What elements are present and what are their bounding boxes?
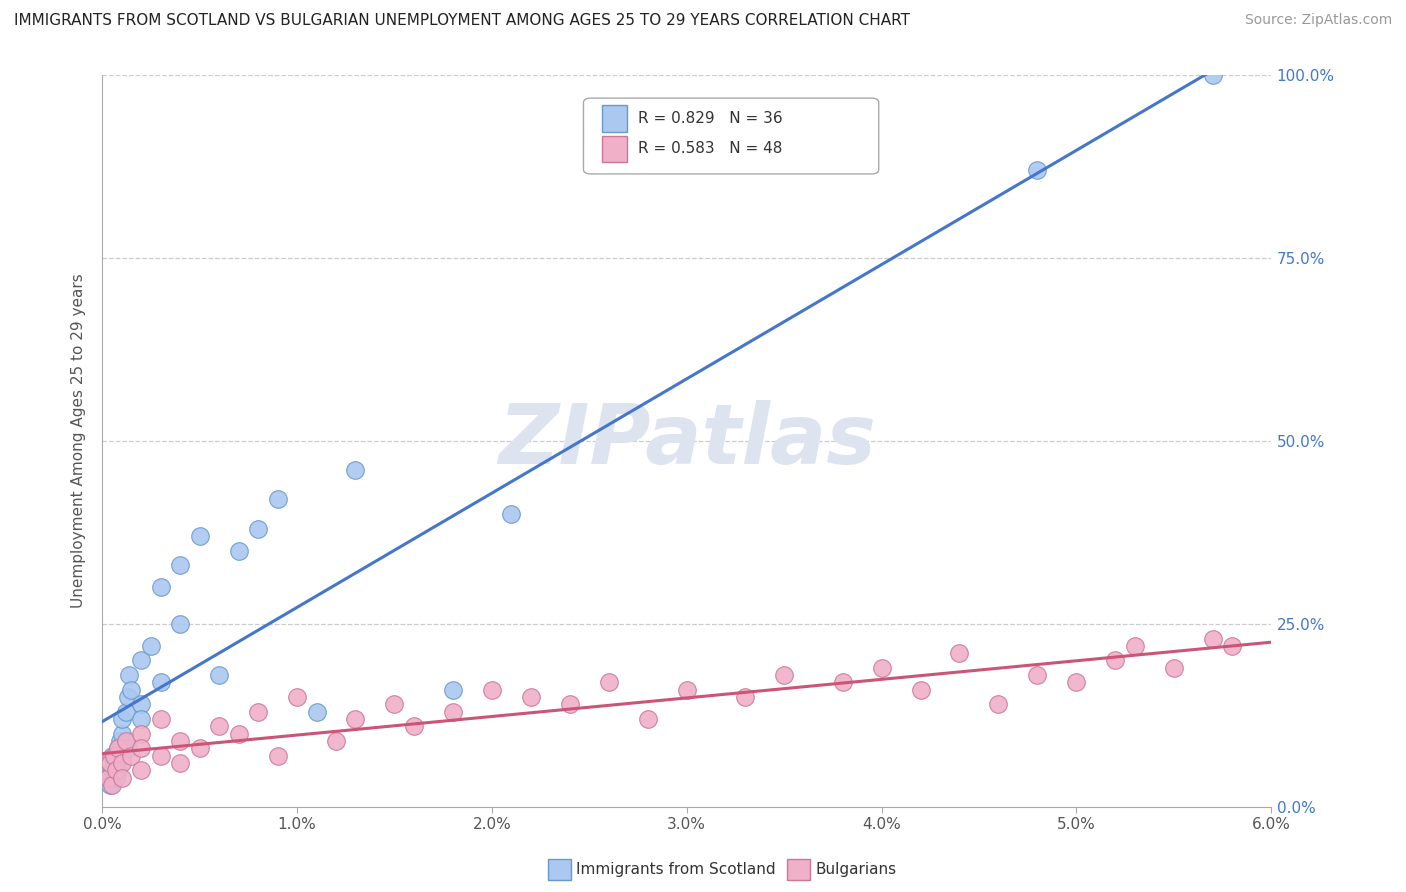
Text: IMMIGRANTS FROM SCOTLAND VS BULGARIAN UNEMPLOYMENT AMONG AGES 25 TO 29 YEARS COR: IMMIGRANTS FROM SCOTLAND VS BULGARIAN UN… [14, 13, 910, 29]
Point [910, 682, 932, 697]
Point [169, 734, 191, 748]
Point [285, 690, 308, 705]
Text: R = 0.583   N = 48: R = 0.583 N = 48 [638, 142, 783, 156]
Point [208, 668, 231, 682]
Point [111, 756, 134, 770]
Text: Immigrants from Scotland: Immigrants from Scotland [576, 863, 776, 877]
Point [98, 756, 121, 770]
Point [1220, 639, 1243, 653]
Point [228, 727, 250, 741]
Point [169, 558, 191, 573]
Point [266, 492, 288, 507]
Point [266, 748, 288, 763]
Point [247, 705, 270, 719]
Point [1202, 68, 1225, 82]
Point [1026, 162, 1049, 177]
Point [305, 705, 328, 719]
Point [402, 719, 425, 733]
Point [441, 682, 464, 697]
Point [675, 682, 697, 697]
Point [107, 741, 129, 756]
Point [169, 756, 191, 770]
Point [103, 756, 125, 770]
Text: ZIPatlas: ZIPatlas [498, 401, 876, 482]
Point [773, 668, 796, 682]
Point [104, 764, 127, 778]
Point [188, 529, 211, 543]
Point [188, 741, 211, 756]
Point [107, 764, 129, 778]
Text: Bulgarians: Bulgarians [815, 863, 897, 877]
Point [118, 668, 141, 682]
Point [97, 771, 120, 785]
Point [481, 682, 503, 697]
Point [129, 727, 152, 741]
Point [831, 675, 853, 690]
Point [149, 580, 172, 594]
Point [441, 705, 464, 719]
Point [120, 682, 142, 697]
Point [129, 698, 152, 712]
Point [117, 690, 139, 705]
Point [987, 698, 1010, 712]
Point [520, 690, 543, 705]
Point [558, 698, 581, 712]
Point [325, 734, 347, 748]
Point [117, 741, 139, 756]
Point [129, 712, 152, 726]
Point [101, 778, 124, 792]
Point [129, 764, 152, 778]
Point [101, 748, 124, 763]
Point [111, 727, 134, 741]
Point [149, 748, 172, 763]
Point [247, 522, 270, 536]
Point [120, 748, 142, 763]
Point [1104, 653, 1126, 667]
Point [114, 705, 136, 719]
Point [169, 616, 191, 631]
Point [104, 771, 127, 785]
Point [149, 675, 172, 690]
Point [111, 748, 134, 763]
Y-axis label: Unemployment Among Ages 25 to 29 years: Unemployment Among Ages 25 to 29 years [72, 273, 86, 608]
Point [107, 741, 129, 756]
Point [948, 646, 970, 660]
Point [111, 771, 134, 785]
Point [98, 778, 121, 792]
Point [129, 741, 152, 756]
Point [97, 771, 120, 785]
Point [114, 734, 136, 748]
Point [228, 543, 250, 558]
Point [1202, 632, 1225, 646]
Text: R = 0.829   N = 36: R = 0.829 N = 36 [638, 112, 783, 126]
Point [103, 748, 125, 763]
Point [598, 675, 620, 690]
Point [1026, 668, 1049, 682]
Point [101, 764, 124, 778]
Point [344, 712, 367, 726]
Point [734, 690, 756, 705]
Point [149, 712, 172, 726]
Point [1123, 639, 1146, 653]
Point [1066, 675, 1088, 690]
Text: Source: ZipAtlas.com: Source: ZipAtlas.com [1244, 13, 1392, 28]
Point [111, 712, 134, 726]
Point [129, 653, 152, 667]
Point [501, 507, 523, 521]
Point [1163, 661, 1185, 675]
Point [870, 661, 893, 675]
Point [208, 719, 231, 733]
Point [384, 698, 406, 712]
Point [139, 639, 162, 653]
Point [637, 712, 659, 726]
Point [108, 734, 131, 748]
Point [344, 463, 367, 477]
